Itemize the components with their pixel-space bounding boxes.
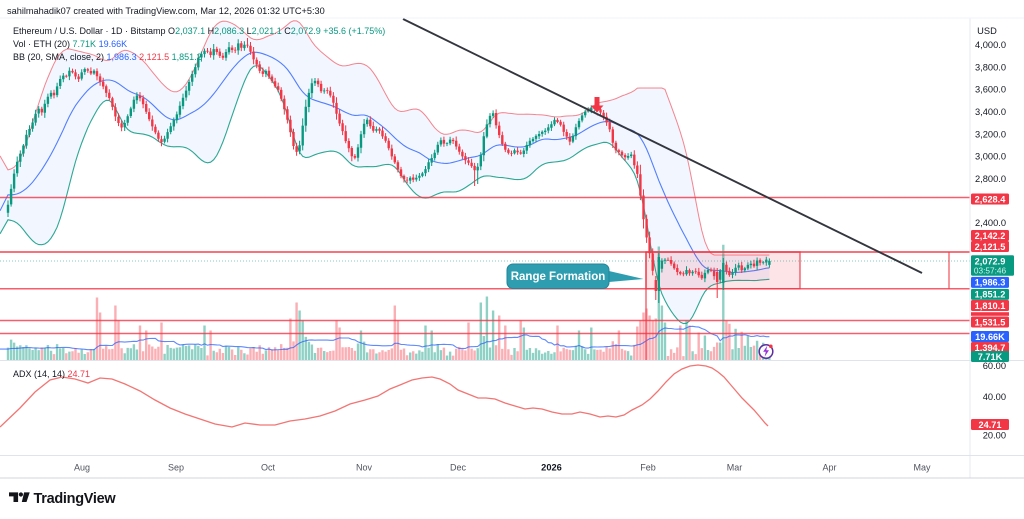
svg-text:40.00: 40.00 bbox=[983, 392, 1006, 402]
svg-text:Apr: Apr bbox=[822, 463, 836, 473]
svg-text:Nov: Nov bbox=[356, 463, 373, 473]
svg-text:1,986.3: 1,986.3 bbox=[975, 278, 1006, 288]
svg-text:Dec: Dec bbox=[450, 463, 467, 473]
svg-text:ADX (14, 14) 24.71: ADX (14, 14) 24.71 bbox=[13, 369, 90, 379]
svg-text:Ethereum / U.S. Dollar · 1D ·: Ethereum / U.S. Dollar · 1D · Bitstamp O… bbox=[13, 26, 385, 36]
svg-text:Aug: Aug bbox=[74, 463, 90, 473]
svg-text:Vol · ETH (20) 7.71K 19.66K: Vol · ETH (20) 7.71K 19.66K bbox=[13, 39, 127, 49]
svg-text:2,142.2: 2,142.2 bbox=[975, 231, 1006, 241]
svg-text:7.71K: 7.71K bbox=[978, 352, 1003, 362]
svg-text:2026: 2026 bbox=[541, 463, 562, 473]
svg-text:3,000.0: 3,000.0 bbox=[975, 152, 1006, 162]
svg-text:03:57:46: 03:57:46 bbox=[974, 265, 1007, 275]
svg-text:Sep: Sep bbox=[168, 463, 184, 473]
svg-text:TradingView: TradingView bbox=[34, 491, 117, 507]
svg-text:May: May bbox=[913, 463, 931, 473]
svg-text:Oct: Oct bbox=[261, 463, 276, 473]
svg-text:2,628.4: 2,628.4 bbox=[975, 194, 1007, 204]
svg-text:1,851.2: 1,851.2 bbox=[975, 290, 1006, 300]
svg-text:4,000.0: 4,000.0 bbox=[975, 40, 1006, 50]
svg-text:1,810.1: 1,810.1 bbox=[975, 301, 1006, 311]
svg-text:3,400.0: 3,400.0 bbox=[975, 107, 1006, 117]
svg-text:2,800.0: 2,800.0 bbox=[975, 174, 1006, 184]
svg-text:2,400.0: 2,400.0 bbox=[975, 218, 1006, 228]
svg-text:1,394.7: 1,394.7 bbox=[975, 343, 1006, 353]
svg-text:3,800.0: 3,800.0 bbox=[975, 62, 1006, 72]
svg-text:2,121.5: 2,121.5 bbox=[975, 242, 1006, 252]
svg-text:BB (20, SMA, close, 2) 1,986.3: BB (20, SMA, close, 2) 1,986.3 2,121.5 1… bbox=[13, 52, 202, 62]
svg-text:19.66K: 19.66K bbox=[975, 332, 1005, 342]
svg-text:2,072.9: 2,072.9 bbox=[975, 256, 1006, 266]
svg-text:3,600.0: 3,600.0 bbox=[975, 85, 1006, 95]
svg-text:20.00: 20.00 bbox=[983, 431, 1006, 441]
svg-text:Range Formation: Range Formation bbox=[511, 271, 606, 283]
svg-text:24.71: 24.71 bbox=[979, 420, 1002, 430]
svg-text:3,200.0: 3,200.0 bbox=[975, 129, 1006, 139]
svg-text:sahilmahadik07 created with Tr: sahilmahadik07 created with TradingView.… bbox=[7, 6, 325, 16]
svg-text:1,531.5: 1,531.5 bbox=[975, 317, 1006, 327]
svg-text:Feb: Feb bbox=[640, 463, 656, 473]
svg-text:USD: USD bbox=[977, 26, 997, 36]
svg-text:60.00: 60.00 bbox=[983, 361, 1006, 371]
svg-text:Mar: Mar bbox=[727, 463, 743, 473]
